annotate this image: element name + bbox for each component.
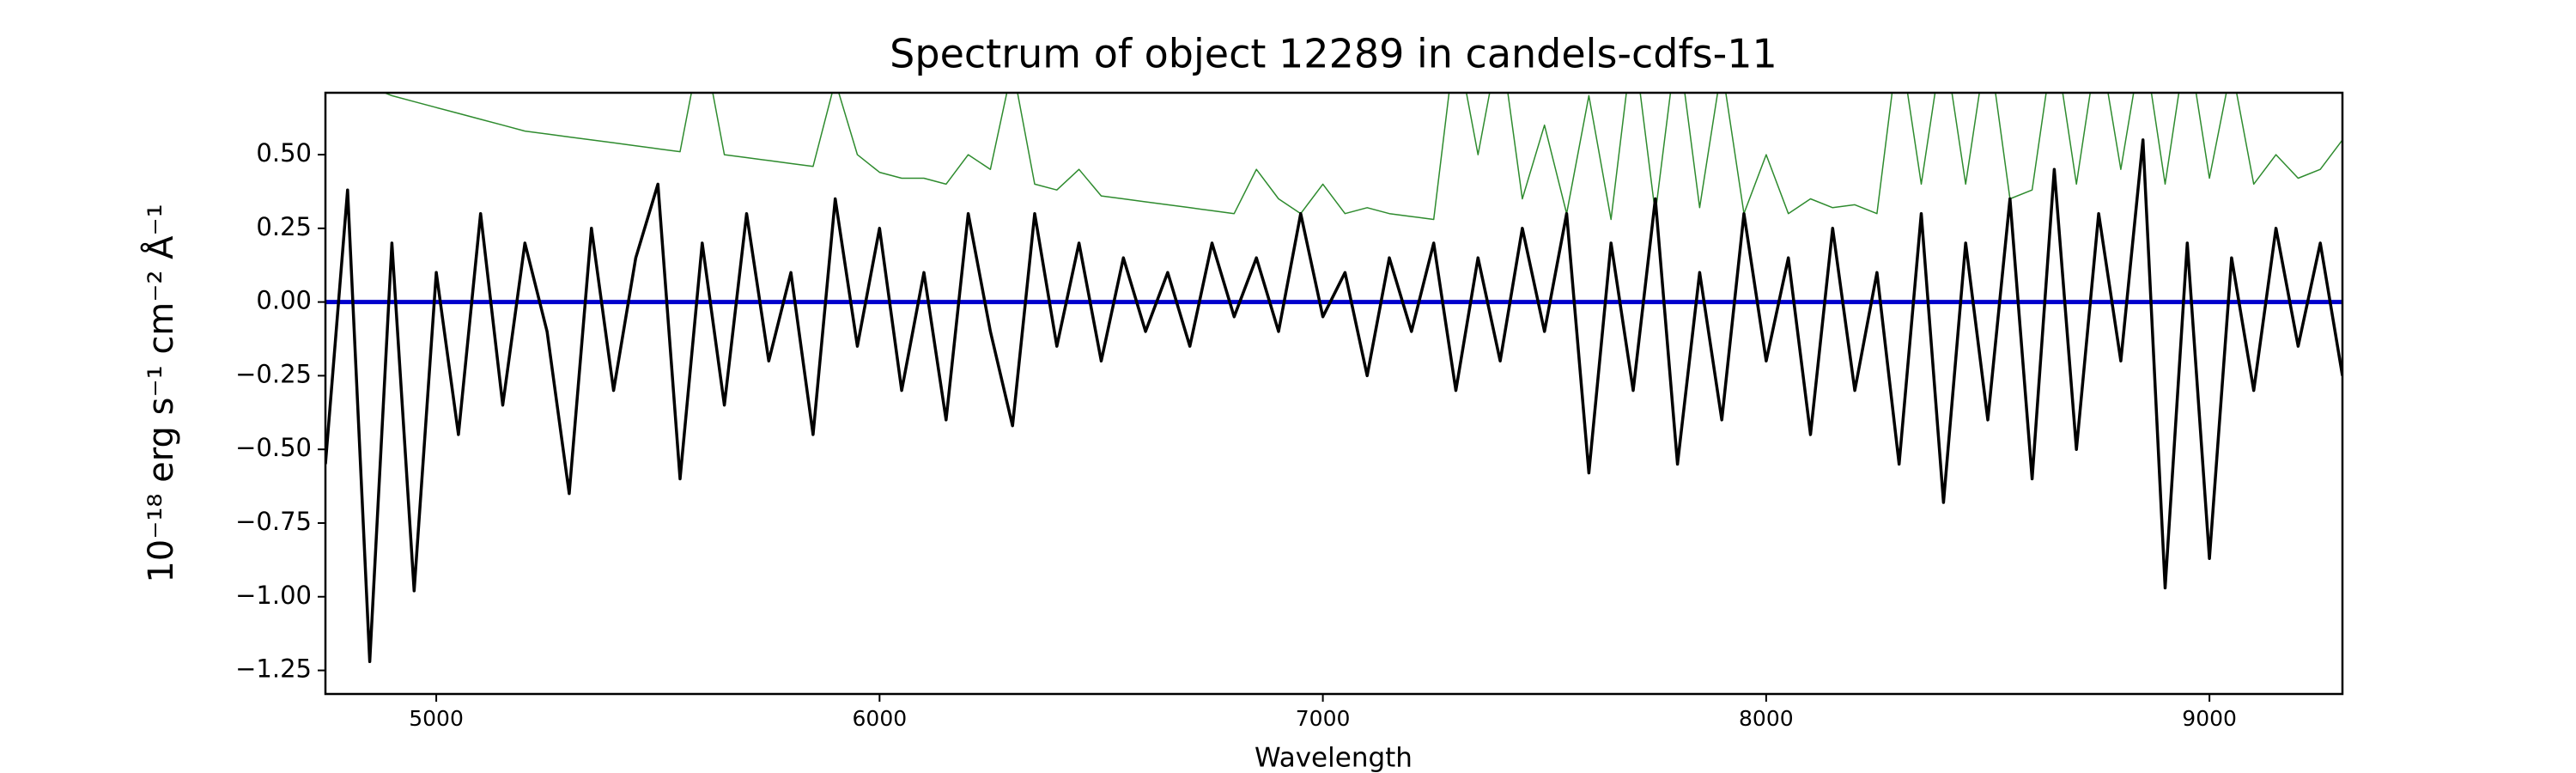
- y-tick-label: −1.00: [235, 581, 312, 610]
- y-tick-label: −0.25: [235, 359, 312, 388]
- chart-title: Spectrum of object 12289 in candels-cdfs…: [890, 31, 1777, 77]
- y-axis-label: 10⁻¹⁸ erg s⁻¹ cm⁻² Å⁻¹: [140, 204, 181, 582]
- x-tick-label: 7000: [1296, 706, 1351, 731]
- y-tick-label: 0.00: [256, 286, 312, 315]
- y-tick-label: 0.25: [256, 212, 312, 241]
- x-axis-label: Wavelength: [1255, 743, 1413, 773]
- x-tick-label: 5000: [409, 706, 464, 731]
- spectrum-line: [382, 93, 2342, 221]
- y-tick-label: −1.25: [235, 654, 312, 684]
- plot-area: [325, 93, 2342, 664]
- y-tick-label: −0.75: [235, 507, 312, 536]
- spectrum-line: [325, 138, 2342, 664]
- x-tick-label: 9000: [2182, 706, 2237, 731]
- y-tick-label: 0.50: [256, 138, 312, 167]
- x-tick-label: 8000: [1739, 706, 1794, 731]
- y-tick-label: −0.50: [235, 433, 312, 462]
- axes-frame: [324, 91, 2344, 696]
- x-tick-label: 6000: [853, 706, 908, 731]
